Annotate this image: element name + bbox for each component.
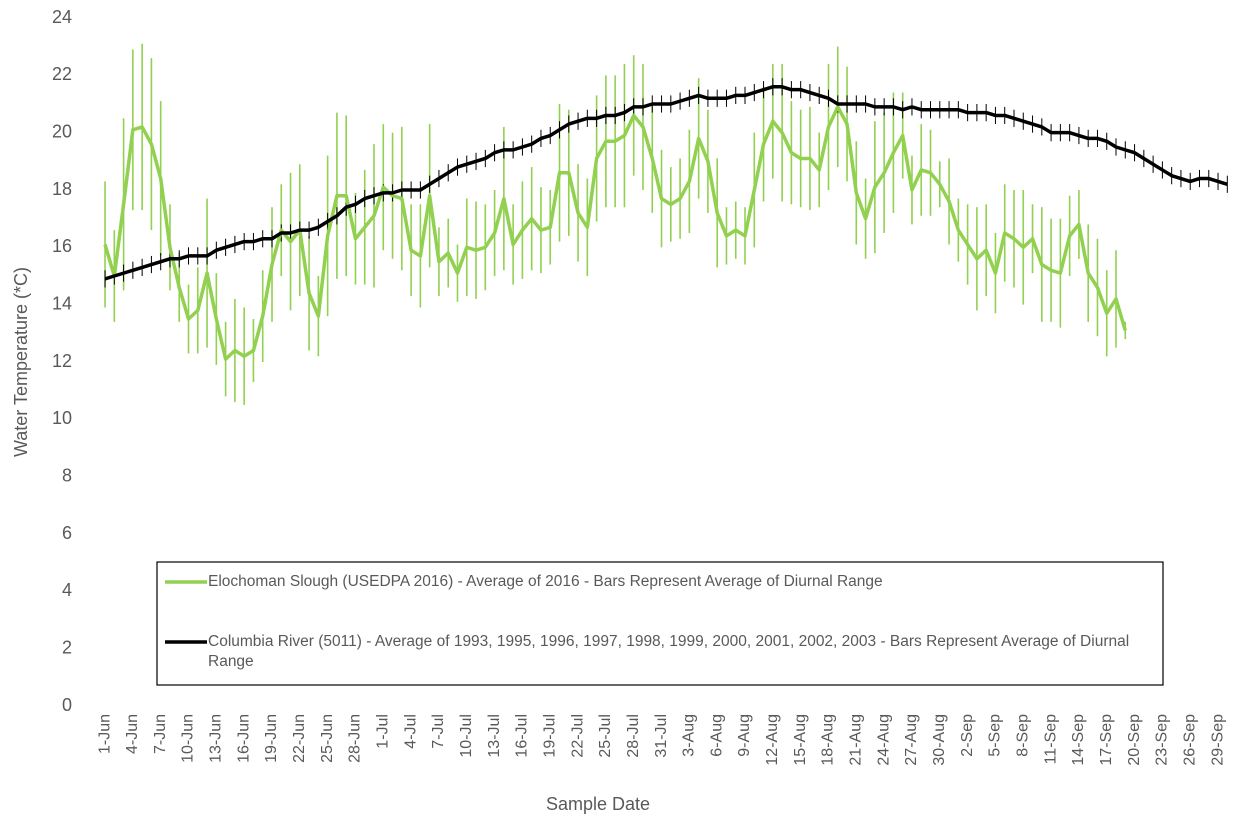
y-tick-label: 20 bbox=[52, 121, 72, 141]
x-tick-label: 2-Sep bbox=[959, 714, 976, 757]
y-tick-label: 8 bbox=[62, 465, 72, 485]
y-tick-label: 14 bbox=[52, 293, 72, 313]
y-tick-label: 0 bbox=[62, 695, 72, 715]
y-tick-label: 18 bbox=[52, 179, 72, 199]
x-tick-label: 18-Aug bbox=[820, 714, 837, 766]
y-tick-label: 4 bbox=[62, 580, 72, 600]
y-tick-label: 24 bbox=[52, 7, 72, 27]
x-axis-title: Sample Date bbox=[546, 794, 650, 814]
y-tick-label: 2 bbox=[62, 637, 72, 657]
x-tick-label: 30-Aug bbox=[931, 714, 948, 766]
legend-label: Elochoman Slough (USEDPA 2016) - Average… bbox=[208, 573, 883, 590]
x-tick-label: 7-Jul bbox=[430, 714, 447, 749]
x-tick-label: 28-Jul bbox=[625, 714, 642, 758]
x-tick-label: 13-Jun bbox=[208, 714, 225, 763]
x-tick-label: 4-Jun bbox=[124, 714, 141, 754]
x-tick-label: 20-Sep bbox=[1126, 714, 1143, 766]
series-line bbox=[103, 105, 1127, 361]
x-tick-label: 6-Aug bbox=[708, 714, 725, 757]
legend-box bbox=[156, 561, 1164, 686]
y-tick-label: 6 bbox=[62, 523, 72, 543]
x-tick-label: 13-Jul bbox=[486, 714, 503, 758]
x-tick-label: 8-Sep bbox=[1014, 714, 1031, 757]
legend-label: Columbia River (5011) - Average of 1993,… bbox=[208, 633, 1130, 670]
x-tick-label: 22-Jun bbox=[291, 714, 308, 763]
x-tick-label: 12-Aug bbox=[764, 714, 781, 766]
x-tick-label: 3-Aug bbox=[681, 714, 698, 757]
x-tick-label: 10-Jul bbox=[458, 714, 475, 758]
x-tick-label: 22-Jul bbox=[569, 714, 586, 758]
x-tick-label: 21-Aug bbox=[848, 714, 865, 766]
x-tick-label: 15-Aug bbox=[792, 714, 809, 766]
x-tick-label: 16-Jul bbox=[514, 714, 531, 758]
x-tick-label: 19-Jul bbox=[541, 714, 558, 758]
x-tick-label: 23-Sep bbox=[1154, 714, 1171, 766]
series-line bbox=[104, 85, 1228, 281]
x-tick-label: 31-Jul bbox=[653, 714, 670, 758]
x-tick-label: 14-Sep bbox=[1070, 714, 1087, 766]
x-tick-label: 9-Aug bbox=[736, 714, 753, 757]
x-tick-label: 17-Sep bbox=[1098, 714, 1115, 766]
y-tick-label: 22 bbox=[52, 64, 72, 84]
y-tick-label: 12 bbox=[52, 351, 72, 371]
x-tick-label: 16-Jun bbox=[235, 714, 252, 763]
x-tick-label: 7-Jun bbox=[152, 714, 169, 754]
x-tick-label: 11-Sep bbox=[1042, 714, 1059, 765]
x-tick-label: 4-Jul bbox=[402, 714, 419, 749]
y-tick-label: 16 bbox=[52, 236, 72, 256]
x-tick-label: 29-Sep bbox=[1209, 714, 1226, 766]
x-tick-label: 1-Jul bbox=[375, 714, 392, 749]
x-tick-label: 27-Aug bbox=[903, 714, 920, 766]
y-tick-label: 10 bbox=[52, 408, 72, 428]
x-tick-label: 10-Jun bbox=[180, 714, 197, 763]
x-tick-label: 5-Sep bbox=[987, 714, 1004, 757]
x-tick-label: 1-Jun bbox=[96, 714, 113, 754]
x-tick-label: 28-Jun bbox=[347, 714, 364, 763]
x-tick-label: 26-Sep bbox=[1181, 714, 1198, 766]
y-axis-title: Water Temperature (*C) bbox=[11, 267, 31, 457]
x-tick-label: 25-Jul bbox=[597, 714, 614, 758]
x-tick-label: 24-Aug bbox=[875, 714, 892, 766]
x-tick-label: 25-Jun bbox=[319, 714, 336, 763]
x-tick-label: 19-Jun bbox=[263, 714, 280, 763]
